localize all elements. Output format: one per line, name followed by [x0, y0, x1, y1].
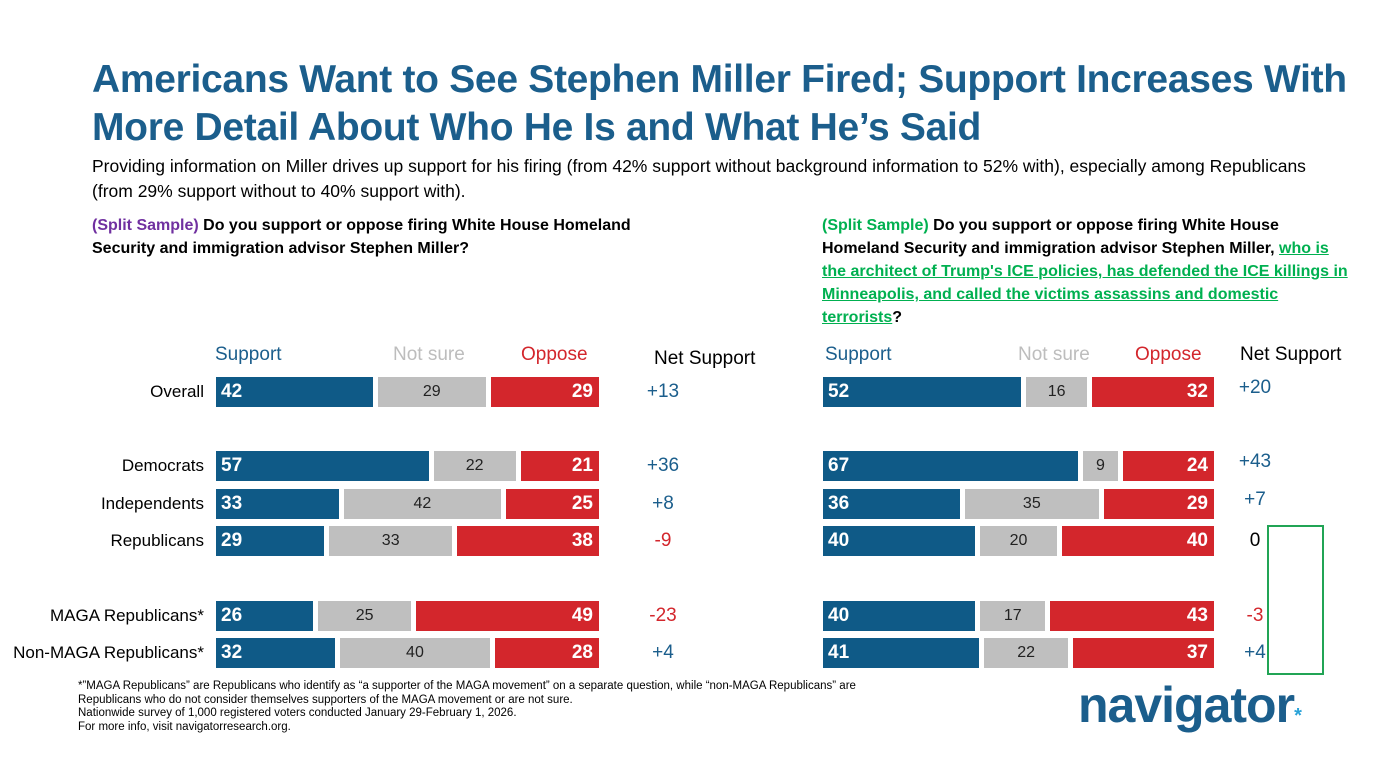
row-label: Republicans: [110, 531, 204, 550]
not-sure-bar: 33: [329, 526, 453, 556]
not-sure-bar: 20: [980, 526, 1057, 556]
net-support-value: +7: [1244, 489, 1266, 510]
split-sample-tag: (Split Sample): [822, 217, 929, 234]
header-not-sure: Not sure: [1018, 344, 1090, 365]
not-sure-bar: 25: [317, 601, 412, 631]
header-oppose: Oppose: [1135, 344, 1202, 365]
support-bar: 32: [216, 638, 336, 668]
net-support-value: +43: [1238, 451, 1272, 472]
net-support-value: -3: [1246, 605, 1264, 626]
support-bar: 40: [823, 526, 976, 556]
page-title: Americans Want to See Stephen Miller Fir…: [92, 58, 1347, 149]
support-bar: 42: [216, 377, 373, 407]
oppose-bar: 37: [1073, 638, 1214, 668]
not-sure-bar: 22: [984, 638, 1069, 668]
left-question: (Split Sample) Do you support or oppose …: [92, 214, 652, 260]
right-question-highlight: who is the architect of Trump's ICE poli…: [822, 240, 1348, 326]
oppose-bar: 25: [505, 489, 599, 519]
not-sure-bar: 35: [965, 489, 1099, 519]
support-bar: 29: [216, 526, 325, 556]
oppose-bar: 32: [1092, 377, 1214, 407]
header-support: Support: [825, 344, 892, 365]
question-mark: ?: [892, 309, 903, 326]
oppose-bar: 29: [490, 377, 599, 407]
highlight-box: [1267, 525, 1324, 675]
row-label: Overall: [150, 382, 204, 401]
header-net: Net Support: [1240, 344, 1342, 365]
not-sure-bar: 22: [433, 451, 516, 481]
header-oppose: Oppose: [521, 344, 588, 365]
oppose-bar: 24: [1122, 451, 1214, 481]
not-sure-bar: 42: [344, 489, 501, 519]
support-bar: 26: [216, 601, 313, 631]
net-support-value: +36: [646, 455, 680, 476]
footnote-line: For more info, visit navigatorresearch.o…: [78, 720, 291, 733]
not-sure-bar: 16: [1026, 377, 1088, 407]
support-bar: 57: [216, 451, 429, 481]
net-support-value: -9: [654, 530, 672, 551]
oppose-bar: 29: [1103, 489, 1214, 519]
split-sample-tag: (Split Sample): [92, 217, 199, 234]
right-question: (Split Sample) Do you support or oppose …: [822, 214, 1352, 329]
oppose-bar: 43: [1050, 601, 1214, 631]
left-question-text: Do you support or oppose firing White Ho…: [92, 217, 631, 257]
row-label: Independents: [100, 494, 204, 513]
support-bar: 52: [823, 377, 1022, 407]
support-bar: 40: [823, 601, 976, 631]
net-support-value: +4: [652, 642, 674, 663]
footnote-line: *”MAGA Republicans” are Republicans who …: [78, 680, 856, 692]
net-support-value: 0: [1249, 530, 1261, 551]
oppose-bar: 28: [494, 638, 599, 668]
net-support-value: +13: [646, 381, 680, 402]
row-label: Democrats: [121, 456, 204, 475]
footnote-line: Republicans who do not consider themselv…: [78, 693, 573, 706]
subtitle: Providing information on Miller drives u…: [92, 156, 1306, 201]
not-sure-bar: 40: [340, 638, 490, 668]
navigator-logo: navigator*: [1078, 677, 1302, 733]
header-support: Support: [215, 344, 282, 365]
not-sure-bar: 17: [980, 601, 1046, 631]
net-support-value: +20: [1238, 377, 1272, 398]
footnote: *”MAGA Republicans” are Republicans who …: [78, 680, 1038, 734]
not-sure-bar: 29: [377, 377, 486, 407]
support-bar: 36: [823, 489, 961, 519]
header-net: Net Support: [654, 348, 756, 369]
oppose-bar: 49: [416, 601, 599, 631]
support-bar: 33: [216, 489, 340, 519]
row-label: Non-MAGA Republicans*: [13, 643, 204, 662]
support-bar: 41: [823, 638, 980, 668]
oppose-bar: 38: [457, 526, 599, 556]
net-support-value: -23: [649, 605, 677, 626]
net-support-value: +4: [1244, 642, 1266, 663]
oppose-bar: 40: [1061, 526, 1214, 556]
header-not-sure: Not sure: [393, 344, 465, 365]
not-sure-bar: 9: [1083, 451, 1118, 481]
row-label: MAGA Republicans*: [49, 606, 204, 625]
support-bar: 67: [823, 451, 1079, 481]
footnote-line: Nationwide survey of 1,000 registered vo…: [78, 707, 517, 720]
net-support-value: +8: [652, 493, 674, 514]
right-question-text: Do you support or oppose firing White Ho…: [822, 217, 1279, 257]
oppose-bar: 21: [520, 451, 599, 481]
